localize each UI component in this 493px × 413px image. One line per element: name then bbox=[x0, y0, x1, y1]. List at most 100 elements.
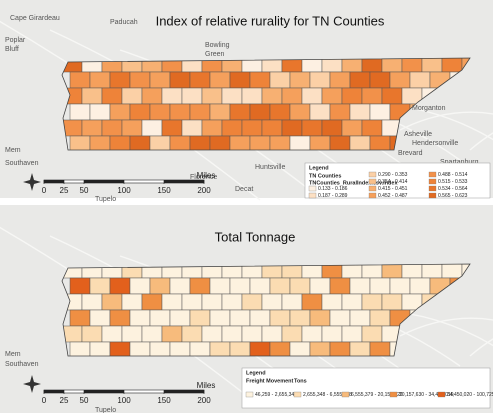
county bbox=[169, 71, 191, 89]
county bbox=[281, 293, 303, 311]
county bbox=[109, 71, 131, 89]
legend-label: 0.187 - 0.289 bbox=[318, 193, 348, 199]
county bbox=[201, 325, 223, 343]
legend-swatch bbox=[341, 391, 350, 398]
county bbox=[369, 103, 391, 121]
county bbox=[329, 103, 351, 121]
legend-label: 0.133 - 0.186 bbox=[318, 186, 348, 192]
county bbox=[321, 293, 343, 311]
scale-segment bbox=[84, 390, 124, 393]
scale-label: 50 bbox=[80, 186, 89, 195]
place-label: Mem bbox=[5, 147, 21, 154]
county bbox=[209, 309, 231, 327]
scale-label: 0 bbox=[42, 186, 47, 195]
legend-swatch bbox=[428, 192, 437, 199]
county bbox=[81, 87, 103, 105]
legend-field: TNCounties_RuralIndex.csv.Index bbox=[309, 180, 398, 186]
legend-label: 2,655,348 - 6,555,378 bbox=[303, 392, 352, 398]
legend-label: 0.290 - 0.353 bbox=[378, 172, 408, 178]
place-label: Brevard bbox=[398, 150, 423, 157]
scale-label: 25 bbox=[60, 396, 69, 405]
scale-label: 150 bbox=[157, 186, 171, 195]
county bbox=[149, 309, 171, 327]
legend-layer: TN Counties bbox=[309, 173, 341, 179]
county bbox=[349, 309, 371, 327]
legend-swatch bbox=[245, 391, 254, 398]
scale-label: 25 bbox=[60, 186, 69, 195]
county bbox=[389, 71, 411, 89]
county bbox=[129, 103, 151, 121]
county bbox=[309, 71, 331, 89]
county bbox=[229, 71, 251, 89]
county bbox=[229, 309, 251, 327]
place-label: Southaven bbox=[5, 361, 39, 368]
county bbox=[321, 87, 343, 105]
place-label: Paducah bbox=[110, 19, 138, 26]
state-outline bbox=[61, 263, 471, 357]
county bbox=[89, 103, 111, 121]
legend-swatch bbox=[428, 178, 437, 185]
legend-title: Legend bbox=[309, 165, 329, 171]
county bbox=[141, 293, 163, 311]
county bbox=[361, 119, 383, 137]
county bbox=[349, 71, 371, 89]
county bbox=[149, 103, 171, 121]
scale-label: 0 bbox=[42, 396, 47, 405]
county bbox=[169, 103, 191, 121]
scale-segment bbox=[164, 180, 204, 183]
county bbox=[149, 71, 171, 89]
county bbox=[389, 277, 411, 295]
county bbox=[289, 71, 311, 89]
legend-label: 0.534 - 0.564 bbox=[438, 186, 468, 192]
county bbox=[181, 293, 203, 311]
place-label: Asheville bbox=[404, 131, 432, 138]
scale-unit: Miles bbox=[197, 171, 216, 180]
county bbox=[109, 277, 131, 295]
county bbox=[189, 103, 211, 121]
county bbox=[269, 71, 291, 89]
county bbox=[249, 309, 271, 327]
scale-unit: Miles bbox=[197, 381, 216, 390]
county bbox=[241, 119, 263, 137]
legend-swatch bbox=[368, 171, 377, 178]
legend-swatch bbox=[293, 391, 302, 398]
place-label: Cape Girardeau bbox=[10, 15, 60, 22]
county bbox=[201, 87, 223, 105]
county bbox=[229, 103, 251, 121]
place-label: Decat bbox=[235, 186, 253, 193]
county bbox=[189, 309, 211, 327]
legend-swatch bbox=[308, 192, 317, 199]
counties bbox=[62, 58, 470, 150]
county bbox=[229, 277, 251, 295]
county bbox=[281, 119, 303, 137]
county bbox=[249, 277, 271, 295]
county bbox=[249, 71, 271, 89]
road bbox=[399, 317, 493, 337]
scale-segment bbox=[44, 180, 64, 183]
county bbox=[101, 325, 123, 343]
county bbox=[309, 103, 331, 121]
legend-label: 46,259 - 2,655,347 bbox=[255, 392, 297, 398]
county bbox=[201, 293, 223, 311]
county bbox=[289, 277, 311, 295]
legend-label: 20,157,630 - 34,416,019 bbox=[399, 392, 454, 398]
county bbox=[69, 309, 91, 327]
legend-box bbox=[304, 162, 491, 199]
county bbox=[269, 277, 291, 295]
county bbox=[321, 119, 343, 137]
county bbox=[241, 87, 263, 105]
county bbox=[369, 277, 391, 295]
county bbox=[89, 309, 111, 327]
legend-swatch bbox=[428, 171, 437, 178]
legend-swatch bbox=[368, 178, 377, 185]
county bbox=[289, 309, 311, 327]
legend-box bbox=[241, 367, 491, 409]
county bbox=[141, 119, 163, 137]
county bbox=[261, 87, 283, 105]
county bbox=[221, 293, 243, 311]
county bbox=[361, 325, 383, 343]
county bbox=[221, 87, 243, 105]
place-label: Tupelo bbox=[95, 407, 116, 413]
